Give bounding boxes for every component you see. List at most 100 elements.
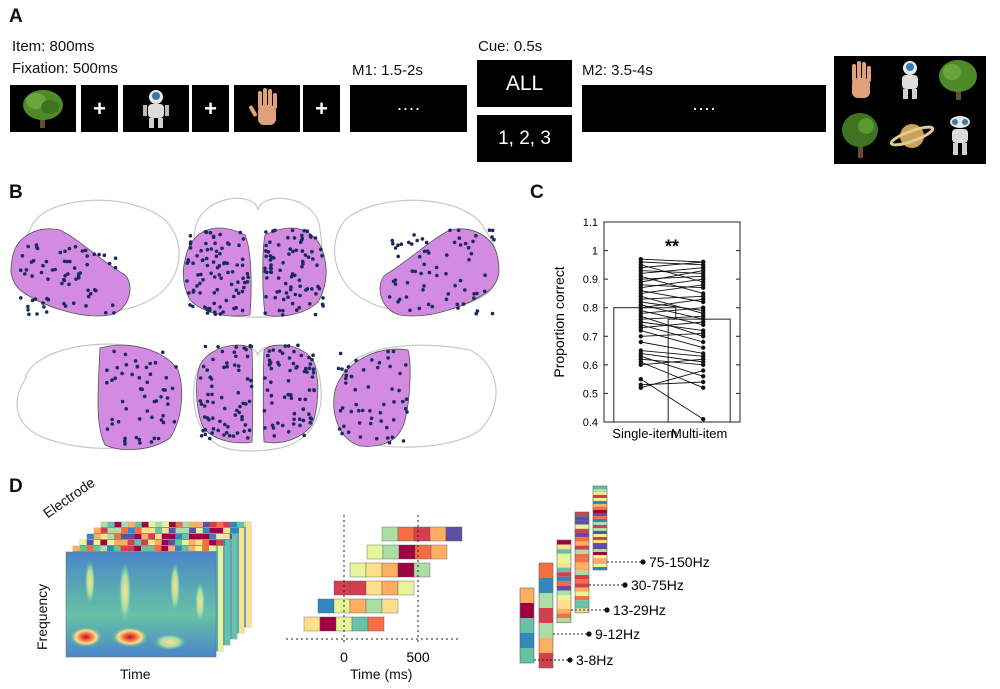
electrode-dot	[235, 263, 239, 267]
band-cell	[575, 524, 589, 529]
electrode-dot	[230, 270, 235, 274]
fixation-duration-label: Fixation: 500ms	[12, 60, 118, 77]
electrode-dot	[276, 243, 281, 247]
electrode-dot	[321, 304, 325, 308]
electrode-dot	[391, 279, 396, 284]
electrode-dot	[138, 387, 143, 391]
stack-frame-strip	[141, 546, 148, 551]
region-highlight	[97, 344, 183, 450]
electrode-dot	[407, 240, 411, 245]
electrode-dot	[207, 306, 212, 311]
electrode-dot	[142, 394, 147, 399]
stack-frame-strip	[114, 540, 121, 545]
band-cell	[593, 492, 607, 495]
panel-letter-b: B	[9, 182, 23, 203]
stack-frame-strip	[120, 546, 128, 551]
electrode-dot	[205, 247, 210, 252]
fixation-cross-3: +	[303, 85, 340, 132]
stack-frame-strip	[141, 534, 149, 539]
electrode-dot	[490, 235, 494, 239]
electrode-dot	[191, 288, 196, 293]
point-single	[638, 334, 643, 339]
electrode-dot	[159, 395, 163, 399]
electrode-dot	[88, 292, 93, 296]
electrode-dot	[116, 419, 121, 424]
stack-frame-strip	[86, 540, 94, 545]
electrode-dot	[210, 431, 214, 435]
electrode-dot	[148, 372, 153, 376]
electrode-dot	[202, 404, 207, 408]
band-cell	[575, 545, 589, 550]
electrode-dot	[292, 349, 296, 354]
electrode-dot	[249, 378, 253, 383]
tree-image	[939, 60, 977, 100]
electrode-dot	[288, 368, 292, 373]
electrode-dot	[320, 254, 324, 258]
electrode-dot	[240, 308, 245, 313]
electrode-dot	[286, 235, 290, 240]
stack-frame-strip	[101, 522, 108, 527]
electrode-dot	[207, 417, 211, 422]
stack-frame-strip	[154, 546, 162, 551]
electrode-dot	[240, 263, 245, 268]
electrode-dot	[202, 415, 207, 419]
electrode-dot	[426, 302, 431, 307]
electrode-dot	[130, 372, 134, 377]
electrode-dot	[445, 253, 449, 257]
electrode-dot	[198, 281, 202, 286]
electrode-dot	[214, 249, 219, 254]
electrode-dot	[30, 274, 34, 278]
electrode-dot	[297, 305, 302, 310]
electrode-dot	[357, 408, 361, 413]
electrode-dot	[235, 431, 240, 435]
electrode-dot	[123, 439, 127, 444]
electrode-dot	[382, 402, 386, 407]
electrode-dot	[224, 431, 229, 435]
stack-frame-strip	[114, 534, 121, 539]
band-cell	[557, 599, 571, 605]
stack-frame-strip	[188, 540, 196, 545]
point-multi	[701, 282, 706, 288]
electrode-dot	[145, 409, 150, 413]
electrode-dot	[222, 365, 226, 370]
stack-frame-strip	[216, 540, 223, 545]
band-cell	[575, 528, 589, 533]
electrode-dot	[315, 263, 319, 267]
fixation-cross-2: +	[192, 85, 229, 132]
stack-frame-strip	[230, 528, 237, 533]
electrode-dot	[218, 251, 222, 256]
stack-frame-strip	[182, 528, 190, 533]
electrode-dot	[35, 312, 39, 316]
electrode-dot	[458, 278, 463, 283]
electrode-dot	[241, 276, 245, 281]
stack-frame-strip	[155, 528, 162, 533]
electrode-dot	[218, 232, 222, 237]
stack-frame-strip	[168, 546, 175, 551]
stack-frame-strip	[100, 528, 108, 533]
electrode-dot	[218, 419, 222, 424]
electrode-dot	[27, 312, 31, 317]
electrode-dot	[281, 261, 285, 265]
electrode-dot	[156, 436, 161, 441]
stack-frame-edge	[218, 546, 223, 651]
band-cell	[575, 587, 589, 592]
electrode-dot	[264, 254, 269, 259]
electrode-dot	[216, 428, 220, 433]
electrode-dot	[492, 237, 496, 242]
x-category-label: Single-item	[612, 426, 677, 441]
stack-frame-strip	[175, 546, 182, 551]
electrode-dot	[60, 281, 64, 286]
time-bin-cell	[317, 598, 335, 614]
stack-frame-strip	[216, 522, 224, 527]
stack-frame-strip	[134, 528, 142, 533]
electrode-dot	[233, 413, 238, 417]
electrode-dot	[303, 397, 308, 402]
electrode-dot	[68, 259, 72, 264]
electrode-dot	[220, 349, 225, 354]
electrode-dot	[463, 241, 468, 246]
electrode-dot	[289, 396, 294, 400]
electrode-dot	[208, 230, 213, 235]
stimulus-frame-hand	[234, 85, 300, 132]
electrode-dot	[276, 421, 280, 425]
band-cell	[575, 533, 589, 538]
